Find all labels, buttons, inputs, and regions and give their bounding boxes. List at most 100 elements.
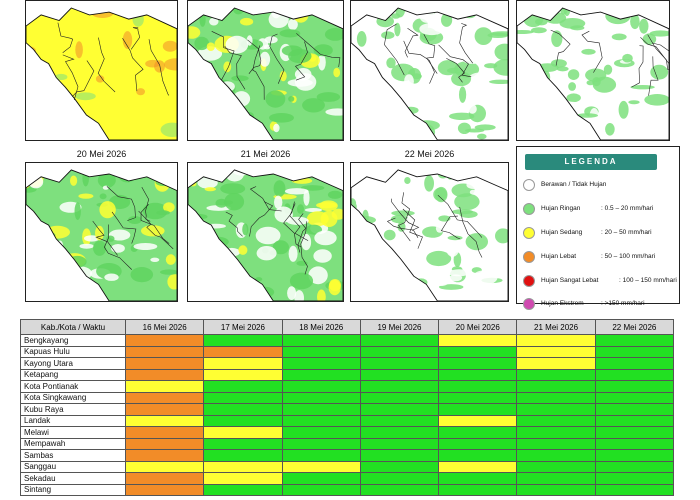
forecast-table: Kab./Kota / Waktu 16 Mei 2026 17 Mei 2026…	[20, 319, 675, 496]
rain-cell	[388, 118, 399, 136]
forecast-cell	[203, 380, 283, 393]
forecast-cell	[359, 472, 440, 485]
rain-cell	[293, 8, 309, 23]
rain-cell	[470, 170, 495, 178]
rain-cell	[644, 94, 669, 106]
rain-cell	[549, 108, 559, 118]
table-header-row: Kab./Kota / Waktu 16 Mei 2026 17 Mei 2026…	[20, 319, 675, 335]
forecast-cell	[516, 472, 596, 485]
rain-cell	[48, 248, 60, 259]
rain-cell	[156, 210, 170, 216]
rain-cell	[52, 258, 63, 263]
rain-cell	[357, 59, 367, 72]
rain-cell	[351, 236, 367, 248]
rain-cell	[74, 202, 81, 220]
rain-cell	[188, 229, 208, 245]
rain-cell	[204, 187, 216, 192]
forecast-cell	[124, 357, 205, 370]
rain-cell	[28, 289, 53, 301]
forecast-cell	[281, 345, 361, 358]
rain-cell	[484, 63, 498, 69]
rain-cell	[487, 32, 508, 38]
rain-cell	[495, 228, 508, 244]
rain-cell	[38, 292, 62, 299]
district-border	[269, 33, 285, 84]
rain-cell	[50, 267, 67, 273]
rain-cell	[414, 120, 440, 131]
forecast-cell	[203, 460, 283, 473]
forecast-cell	[594, 414, 675, 427]
rain-cell	[618, 100, 629, 119]
rain-cell	[99, 193, 107, 200]
rain-cell	[358, 227, 371, 236]
district-border	[423, 34, 438, 74]
district-border	[252, 45, 265, 100]
rain-cell	[472, 270, 498, 285]
rain-cell	[404, 177, 411, 184]
rain-cell	[381, 31, 395, 39]
forecast-cell	[203, 403, 283, 416]
district-border	[71, 60, 95, 97]
forecast-cell	[203, 357, 283, 370]
forecast-cell	[438, 483, 518, 496]
legend-title: LEGENDA	[525, 154, 657, 170]
rain-cell	[391, 290, 417, 301]
forecast-cell	[516, 345, 596, 358]
legend-swatch	[523, 179, 535, 191]
forecast-cell	[516, 449, 596, 462]
rain-cell	[82, 169, 90, 187]
rain-cell	[225, 35, 249, 54]
rain-cell	[394, 232, 412, 245]
rain-cell	[491, 126, 500, 140]
forecast-cell	[281, 380, 361, 393]
district-border	[391, 198, 420, 231]
forecast-cell	[594, 426, 675, 439]
rain-cell	[467, 72, 493, 89]
district-border	[300, 221, 308, 275]
rain-cell	[366, 119, 378, 131]
district-border	[402, 208, 423, 249]
legend-label: Hujan Sedang	[541, 229, 583, 236]
rain-cell	[103, 8, 116, 9]
rain-cell	[364, 288, 371, 299]
rain-cell	[209, 87, 222, 103]
rain-cell	[302, 98, 325, 113]
rain-cell	[649, 30, 669, 37]
rain-cell	[457, 122, 471, 134]
rain-cell	[328, 280, 341, 296]
rain-cell	[289, 272, 314, 290]
rain-cell	[630, 14, 640, 30]
forecast-cell	[438, 426, 518, 439]
rain-cell	[56, 88, 67, 101]
rain-cell	[383, 229, 396, 241]
rain-cell	[404, 74, 414, 89]
rain-cell	[389, 295, 406, 301]
rain-cell	[255, 226, 281, 245]
forecast-cell	[359, 391, 440, 404]
rain-cell	[581, 48, 596, 55]
rain-cell	[224, 193, 245, 211]
rain-cell	[136, 88, 145, 96]
forecast-cell	[359, 368, 440, 381]
rain-cell	[560, 51, 578, 60]
rain-cell	[333, 67, 341, 78]
map-panel	[25, 162, 178, 302]
rain-cell	[287, 286, 297, 300]
rain-cell	[449, 274, 463, 282]
rain-cell	[137, 169, 157, 174]
rain-cell	[294, 290, 304, 301]
rain-area	[26, 8, 177, 140]
rain-cell	[216, 109, 226, 115]
rain-cell	[441, 13, 453, 27]
district-border	[111, 211, 137, 244]
rain-cell	[256, 246, 277, 261]
rain-cell	[630, 85, 655, 90]
rain-cell	[378, 101, 398, 116]
rain-cell	[377, 256, 396, 275]
table-row: Ketapang	[20, 368, 675, 381]
district-border	[92, 220, 118, 256]
rain-cell	[93, 240, 107, 256]
rain-cell	[351, 272, 361, 287]
map-image	[26, 169, 177, 301]
rain-cell	[351, 74, 363, 88]
